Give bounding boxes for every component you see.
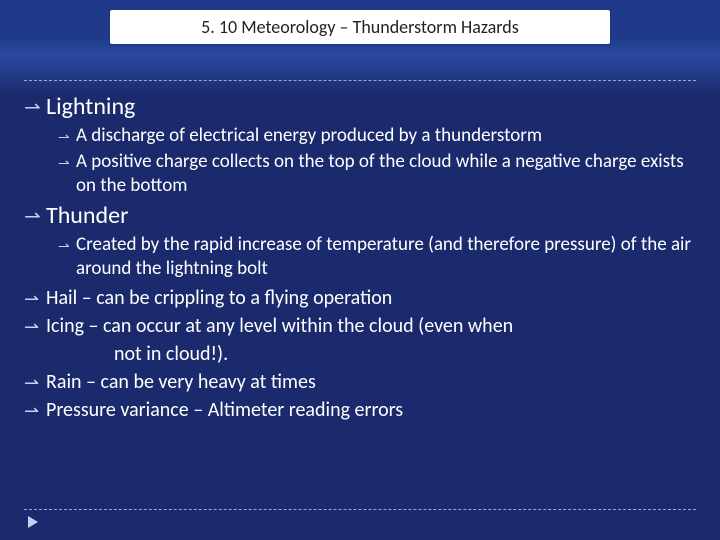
arrow-icon: ⇀ <box>24 369 46 395</box>
bullet-text: Pressure variance – Altimeter reading er… <box>46 397 403 423</box>
title-bar: 5. 10 Meteorology – Thunderstorm Hazards <box>110 10 610 44</box>
bullet-hail: ⇀ Hail – can be crippling to a flying op… <box>24 285 696 311</box>
bullet-text: not in cloud!). <box>114 341 228 367</box>
arrow-icon: ⇀ <box>24 313 46 339</box>
divider-bottom <box>24 509 696 510</box>
bullet-rain: ⇀ Rain – can be very heavy at times <box>24 369 696 395</box>
arrow-icon: ⇀ <box>58 233 76 255</box>
bullet-label: Lightning <box>46 92 135 122</box>
bullet-text: A positive charge collects on the top of… <box>76 150 696 198</box>
slide: 5. 10 Meteorology – Thunderstorm Hazards… <box>0 0 720 540</box>
arrow-icon: ⇀ <box>24 92 46 120</box>
bullet-text: Rain – can be very heavy at times <box>46 369 316 395</box>
bullet-lightning-sub1: ⇀ A discharge of electrical energy produ… <box>24 124 696 148</box>
play-icon <box>28 516 38 528</box>
bullet-label: Thunder <box>46 201 128 231</box>
arrow-icon: ⇀ <box>24 397 46 423</box>
arrow-icon: ⇀ <box>58 150 76 172</box>
bullet-pressure: ⇀ Pressure variance – Altimeter reading … <box>24 397 696 423</box>
arrow-icon: ⇀ <box>58 124 76 146</box>
slide-title: 5. 10 Meteorology – Thunderstorm Hazards <box>201 16 519 38</box>
arrow-icon: ⇀ <box>24 201 46 229</box>
bullet-icing-cont: not in cloud!). <box>24 341 696 367</box>
divider-top <box>24 80 696 81</box>
bullet-lightning-sub2: ⇀ A positive charge collects on the top … <box>24 150 696 198</box>
bullet-lightning: ⇀ Lightning <box>24 92 696 122</box>
content-area: ⇀ Lightning ⇀ A discharge of electrical … <box>24 92 696 425</box>
arrow-icon: ⇀ <box>24 285 46 311</box>
bullet-text: Created by the rapid increase of tempera… <box>76 233 696 281</box>
bullet-thunder-sub1: ⇀ Created by the rapid increase of tempe… <box>24 233 696 281</box>
bullet-icing: ⇀ Icing – can occur at any level within … <box>24 313 696 339</box>
bullet-text: A discharge of electrical energy produce… <box>76 124 542 148</box>
bullet-text: Icing – can occur at any level within th… <box>46 313 513 339</box>
bullet-text: Hail – can be crippling to a flying oper… <box>46 285 392 311</box>
bullet-thunder: ⇀ Thunder <box>24 201 696 231</box>
